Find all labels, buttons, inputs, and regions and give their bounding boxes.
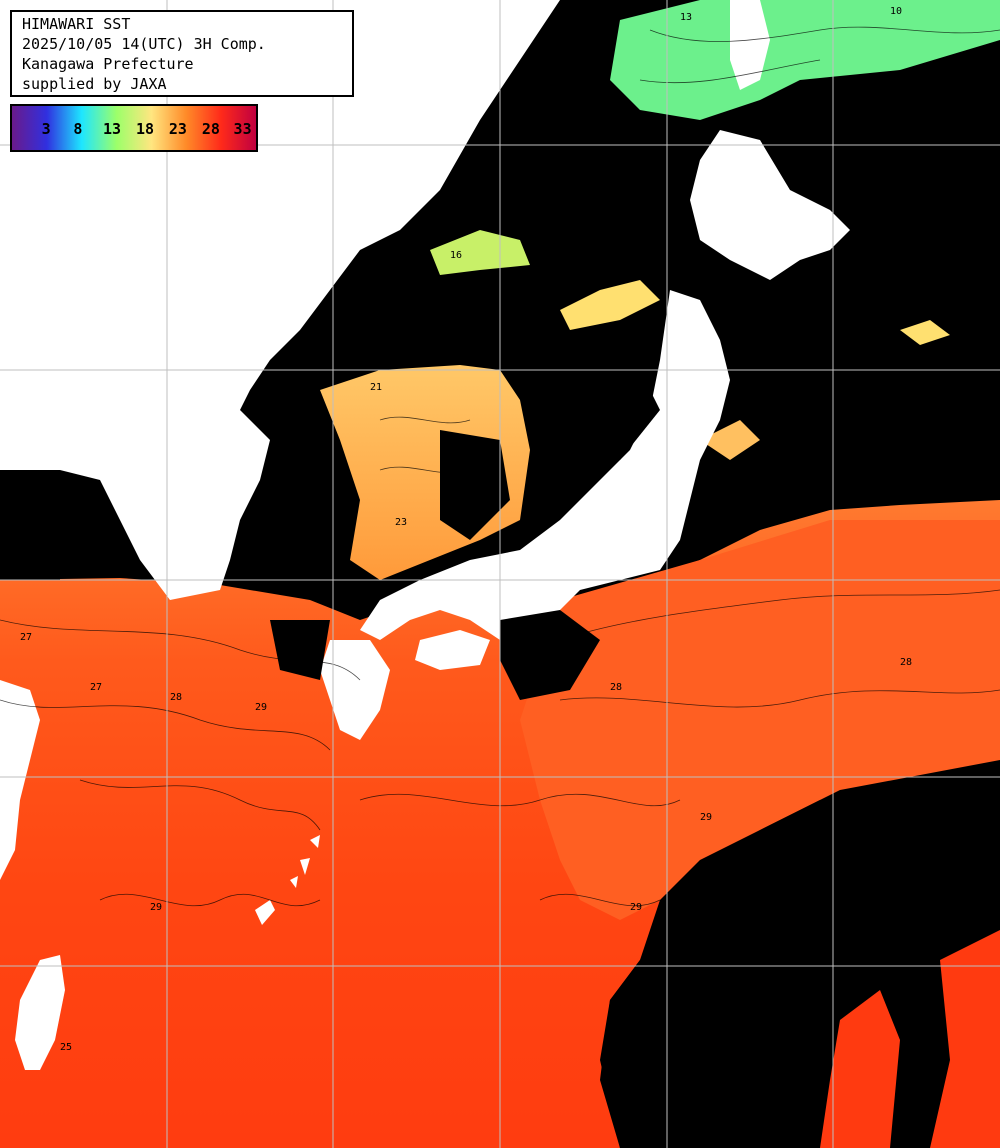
contour-label: 29 [700,812,712,823]
latitude-label: 40N [6,352,30,367]
land-kyushu [320,640,390,740]
cloud-patch-3 [500,610,600,700]
cloud-patch-5 [270,620,330,680]
land-hokkaido [690,130,850,280]
cloud-patch-4 [0,470,60,580]
contour-label: 27 [90,682,102,693]
southeast-warm-patch-2 [930,930,1000,1148]
contour-label: 21 [370,382,382,393]
contour-label: 29 [630,902,642,913]
southeast-cloud [600,760,1000,1148]
temperature-colorbar: 3 8 13 18 23 28 33 [10,104,258,152]
contour-label: 25 [60,1042,72,1053]
land-izu-islands [300,858,310,875]
contour-label: 28 [620,1072,632,1083]
contour-label: 27 [690,552,702,563]
land-ryukyu-2 [310,835,320,848]
contour-label: 28 [170,692,182,703]
land-ryukyu-3 [290,876,298,888]
contour-label: 28 [610,682,622,693]
contour-label-group: 27 28 29 27 28 28 29 29 29 27 21 23 25 2… [20,6,912,1083]
title-line: HIMAWARI SST [22,15,131,33]
cloud-patch [440,430,510,540]
contour-label: 16 [450,250,462,261]
land-ryukyu [255,900,275,925]
contour-label: 23 [395,517,407,528]
north-cool-patch-2 [560,280,660,330]
contour-lines [0,26,1000,907]
colorbar-tick-label: 8 [73,120,83,138]
land-sakhalin [730,0,770,90]
colorbar-tick-label: 33 [233,120,252,138]
land-honshu [360,290,730,640]
credit-line: supplied by JAXA [22,75,167,93]
north-cool-patch-3 [900,320,950,345]
title-box: HIMAWARI SST 2025/10/05 14(UTC) 3H Comp.… [10,10,354,97]
land-shikoku [415,630,490,670]
contour-label: 29 [150,902,162,913]
contour-label: 29 [255,702,267,713]
colorbar-tick-label: 23 [168,120,187,138]
land-china-coast [0,680,40,880]
land-taiwan [15,955,65,1070]
north-sea-region [610,0,1000,120]
colorbar-tick-label: 28 [201,120,220,138]
colorbar-tick-label: 3 [41,120,51,138]
contour-label: 10 [890,6,902,17]
cloud-patch-2 [530,370,660,480]
colorbar-labels: 3 8 13 18 23 28 33 [12,106,256,150]
colorbar-tick-label: 18 [135,120,154,138]
contour-label: 28 [900,657,912,668]
north-cool-patch [430,230,530,275]
region-line: Kanagawa Prefecture [22,55,194,73]
southeast-warm-patch [820,990,900,1148]
colorbar-tick-label: 13 [103,120,122,138]
contour-label: 27 [20,632,32,643]
contour-label: 13 [680,12,692,23]
east-cool-patch [700,420,760,460]
date-line: 2025/10/05 14(UTC) 3H Comp. [22,35,266,53]
